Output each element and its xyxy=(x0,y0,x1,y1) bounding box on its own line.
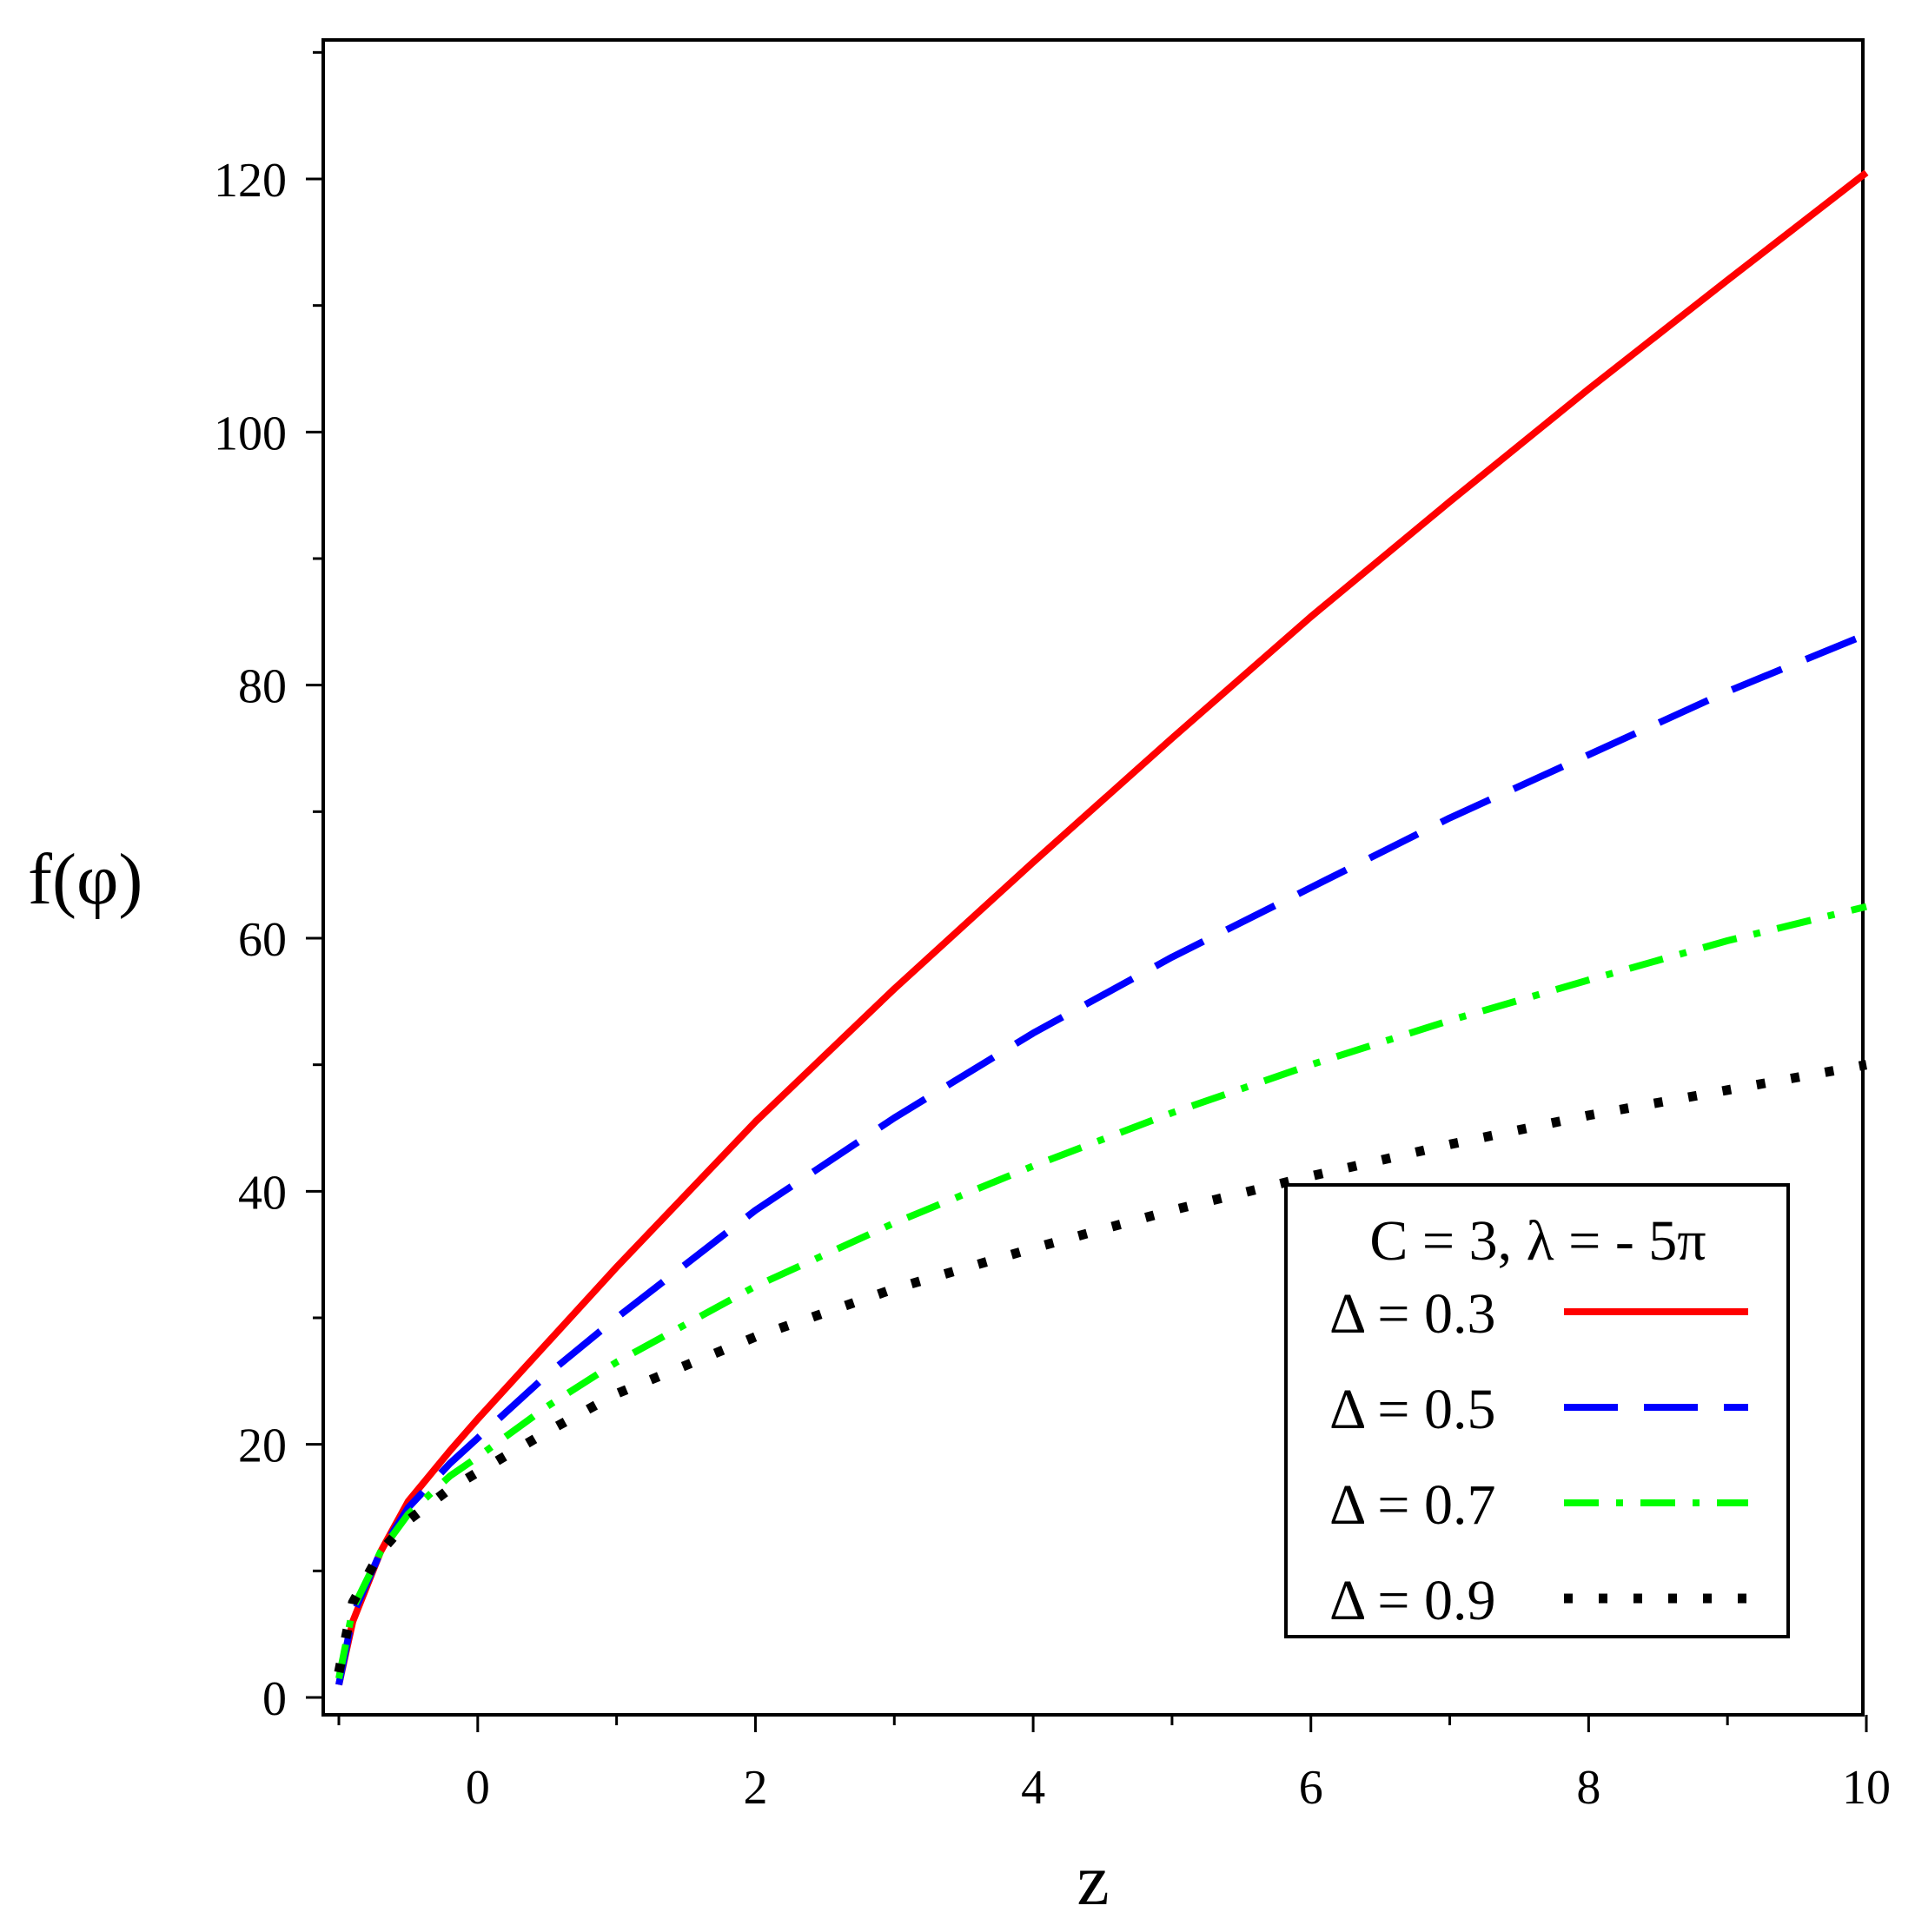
series-layer xyxy=(334,169,1869,1686)
y-tick-label: 0 xyxy=(262,1672,287,1726)
legend-label: Δ = 0.3 xyxy=(1329,1282,1496,1346)
ticks xyxy=(306,50,1868,1732)
x-tick-label: 2 xyxy=(743,1761,767,1815)
x-tick-label: 0 xyxy=(466,1761,490,1815)
y-tick-label: 20 xyxy=(238,1419,287,1473)
x-tick-label: 4 xyxy=(1021,1761,1045,1815)
y-tick-label: 60 xyxy=(238,913,287,967)
y-axis-label: f(φ) xyxy=(28,839,142,920)
legend: C = 3, λ = - 5π Δ = 0.3Δ = 0.5Δ = 0.7Δ =… xyxy=(1284,1183,1790,1638)
legend-box xyxy=(1284,1183,1790,1638)
legend-label: Δ = 0.5 xyxy=(1329,1378,1496,1441)
plot-frame xyxy=(321,38,1865,1717)
x-tick-label: 6 xyxy=(1299,1761,1323,1815)
legend-label: Δ = 0.7 xyxy=(1329,1473,1496,1537)
y-tick-label: 100 xyxy=(214,407,287,460)
legend-label: Δ = 0.9 xyxy=(1329,1569,1496,1632)
y-tick-label: 80 xyxy=(238,660,287,714)
legend-title: C = 3, λ = - 5π xyxy=(1369,1209,1706,1273)
x-tick-label: 8 xyxy=(1576,1761,1600,1815)
legend-entries: Δ = 0.3 Δ = 0.5 Δ = 0.7 Δ = 0.9 xyxy=(1329,1282,1748,1632)
x-axis-label: z xyxy=(1077,1840,1109,1921)
y-tick-label: 40 xyxy=(238,1166,287,1220)
y-tick-label: 120 xyxy=(214,154,287,208)
x-tick-label: 10 xyxy=(1842,1761,1891,1815)
series-line-3 xyxy=(335,903,1867,1679)
